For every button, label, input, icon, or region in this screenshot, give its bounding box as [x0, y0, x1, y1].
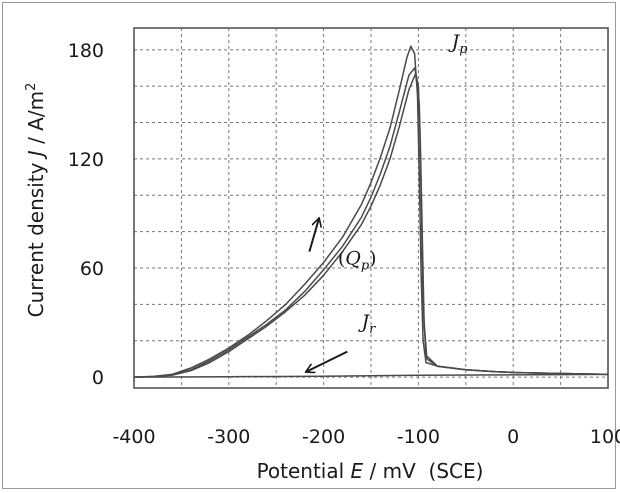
annotation-2: (Qp): [338, 247, 377, 273]
plot-area-border: [133, 27, 609, 389]
sweep-arrows: [307, 219, 348, 372]
x-tick-label: -400: [112, 426, 155, 448]
x-tick-label: -300: [207, 426, 250, 448]
annotations: Jp (Qp) Jr: [338, 31, 468, 337]
x-tick-label: -200: [302, 426, 345, 448]
sweep-arrow-2: [307, 350, 348, 372]
x-tick-label: 100: [590, 426, 620, 448]
y-tick-labels: 0 60 120 180: [68, 40, 104, 389]
x-tick-label: 0: [507, 426, 519, 448]
y-tick-label: 180: [68, 40, 104, 62]
series-group: [133, 45, 609, 378]
y-tick-label: 60: [80, 258, 104, 280]
annotation-1: Jp: [448, 31, 469, 57]
x-tick-label: -100: [397, 426, 440, 448]
series-line-3: [133, 72, 609, 378]
series-line-4: [133, 373, 609, 378]
x-axis-label: Potential E / mV (SCE): [257, 459, 484, 483]
x-tick-labels: -400 -300 -200 -100 0 100: [112, 426, 620, 448]
y-tick-label: 120: [68, 149, 104, 171]
annotation-3: Jr: [358, 311, 377, 337]
sweep-arrow-1: [308, 219, 318, 252]
y-tick-label: 0: [92, 367, 104, 389]
y-axis-label: Current density J / A/m2: [24, 83, 48, 318]
